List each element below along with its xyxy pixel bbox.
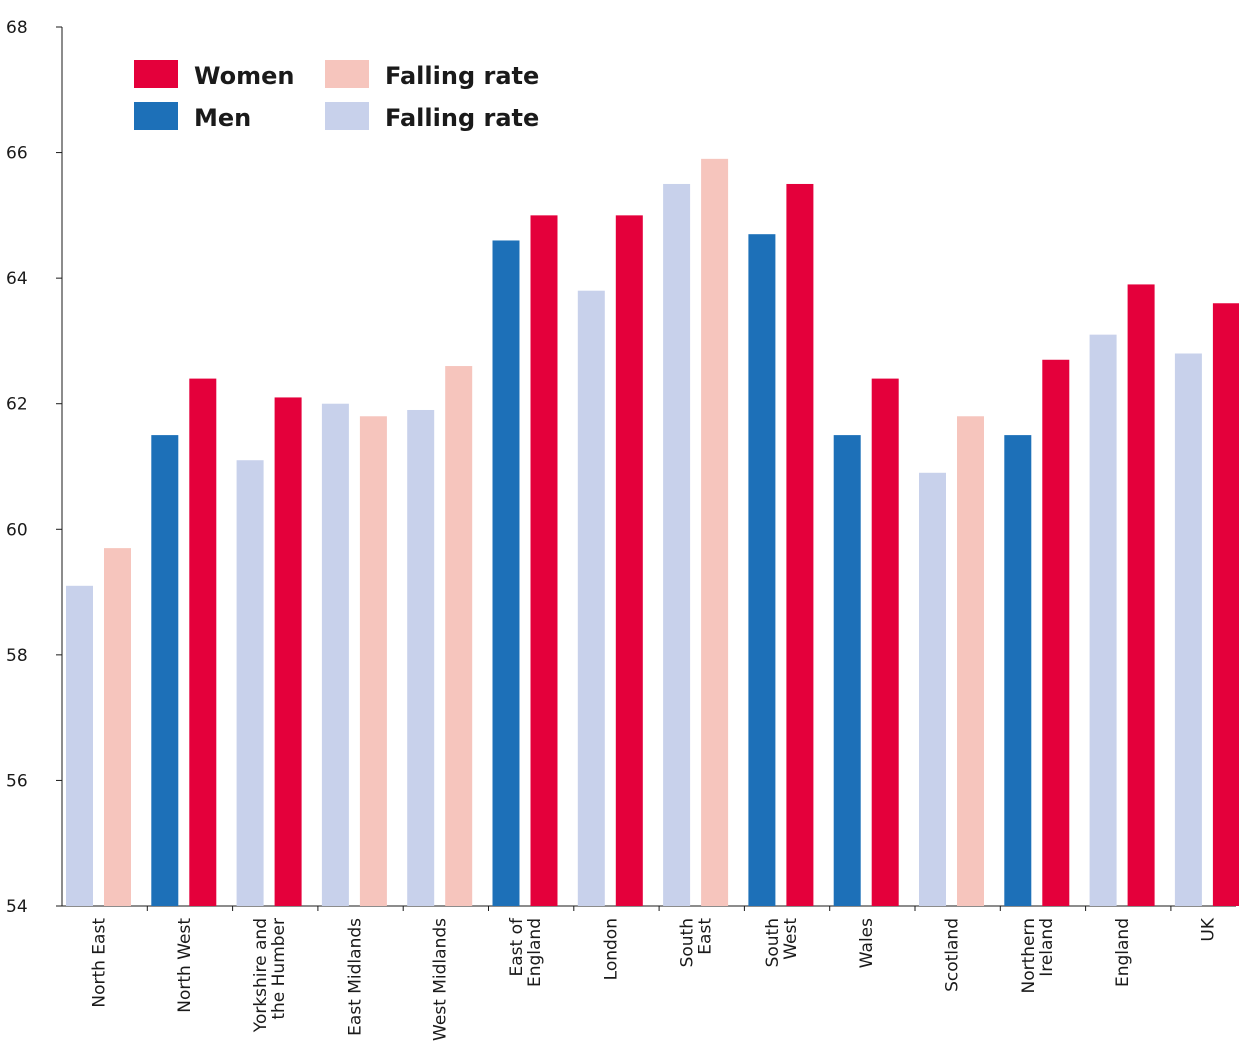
category-label-line: Scotland — [943, 918, 963, 992]
category-label-line: England — [1113, 918, 1133, 987]
y-tick-label: 60 — [6, 520, 28, 540]
bar-men — [236, 460, 264, 906]
bar-women — [445, 366, 473, 906]
legend: Women Falling rate Men Falling rate — [134, 60, 539, 132]
category-label-line: South — [763, 918, 783, 967]
y-tick-label: 58 — [6, 646, 28, 666]
bar-women — [189, 378, 217, 907]
category-label-line: West — [781, 918, 801, 960]
category-label: North East — [90, 918, 110, 1008]
bar-men — [321, 403, 349, 906]
bar-women — [530, 215, 558, 906]
bar-women — [1042, 359, 1070, 906]
category-label: West Midlands — [431, 918, 451, 1041]
y-axis: 54 56 58 60 62 64 66 68 — [6, 18, 63, 917]
category-label: Scotland — [943, 918, 963, 992]
y-tick-label: 54 — [6, 897, 28, 917]
category-label-line: the Humber — [269, 918, 289, 1020]
category-label: UK — [1198, 917, 1218, 941]
category-label: England — [1113, 918, 1133, 987]
bar-men — [577, 290, 605, 906]
y-tick-label: 64 — [6, 269, 28, 289]
bar-men — [66, 585, 93, 906]
category-label-line: Wales — [857, 918, 877, 968]
category-labels: North East North West Yorkshire andthe Hum… — [90, 917, 1219, 1041]
bar-women — [104, 548, 131, 906]
y-tick-label: 66 — [6, 144, 28, 164]
category-label: NorthernIreland — [1019, 918, 1057, 993]
category-label: North West — [175, 918, 195, 1013]
bar-men — [1004, 435, 1032, 906]
category-label: London — [601, 918, 621, 980]
legend-swatch — [325, 102, 369, 130]
bar-men — [663, 183, 691, 906]
category-label: SouthWest — [763, 918, 801, 968]
category-label-line: UK — [1198, 917, 1218, 941]
x-axis — [62, 905, 1236, 911]
bar-women — [274, 397, 302, 906]
bar-men — [151, 435, 179, 906]
bar-men — [748, 234, 776, 906]
bar-women — [1212, 303, 1239, 906]
category-label-line: South — [678, 918, 698, 967]
category-label: East ofEngland — [507, 917, 545, 987]
bar-women — [786, 183, 814, 906]
legend-label: Falling rate — [385, 62, 539, 90]
bar-women — [701, 158, 729, 907]
bar-women — [871, 378, 899, 907]
bar-men — [492, 240, 520, 906]
category-label-line: England — [525, 918, 545, 987]
category-label-line: Yorkshire and — [251, 918, 271, 1033]
bar-men — [1089, 334, 1117, 906]
category-label-line: East Midlands — [345, 918, 365, 1036]
category-label-line: East — [696, 918, 716, 955]
category-label-line: West Midlands — [431, 918, 451, 1041]
legend-swatch — [325, 60, 369, 88]
category-label-line: Ireland — [1037, 918, 1057, 977]
bar-women — [615, 215, 643, 906]
bar-women — [359, 416, 387, 906]
bar-women — [1127, 284, 1155, 907]
category-label-line: North East — [90, 918, 110, 1008]
category-label-line: London — [601, 918, 621, 980]
bars — [66, 158, 1239, 907]
category-label: Wales — [857, 918, 877, 968]
legend-swatch — [134, 60, 178, 88]
category-label: Yorkshire andthe Humber — [251, 918, 289, 1033]
bar-men — [1174, 353, 1202, 906]
category-label-line: East of — [507, 917, 527, 976]
y-tick-label: 68 — [6, 18, 28, 38]
legend-label: Falling rate — [385, 104, 539, 132]
legend-swatch — [134, 102, 178, 130]
bar-women — [957, 416, 984, 906]
category-label: East Midlands — [345, 918, 365, 1036]
category-label: SouthEast — [678, 918, 716, 968]
bar-men — [919, 472, 946, 906]
category-label-line: Northern — [1019, 918, 1039, 993]
bar-men — [833, 435, 861, 906]
y-tick-label: 56 — [6, 771, 28, 791]
category-label-line: North West — [175, 918, 195, 1013]
bar-men — [407, 409, 435, 906]
legend-label: Women — [194, 62, 294, 90]
y-tick-label: 62 — [6, 395, 28, 415]
legend-label: Men — [194, 104, 251, 132]
